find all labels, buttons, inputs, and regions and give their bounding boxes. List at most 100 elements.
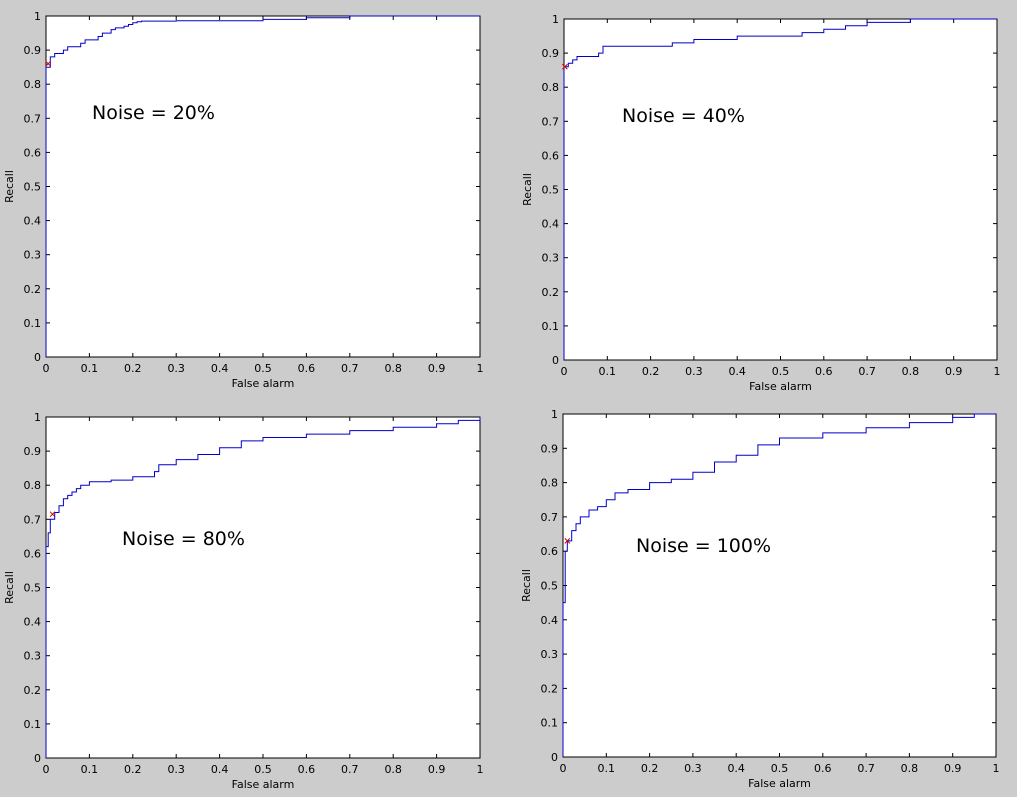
y-tick-label: 0.3 bbox=[541, 648, 559, 661]
x-tick-label: 0.7 bbox=[857, 762, 875, 775]
y-tick-label: 0.8 bbox=[24, 479, 42, 492]
y-tick-label: 0.1 bbox=[24, 718, 42, 731]
chart-panel-2: 0 0.1 0.2 0.3 0.4 0.5 0.6 0.7 0.8 0.9 1 0 0.1 0.2 0.3 0… bbox=[521, 13, 1001, 393]
x-tick-label: 0.2 bbox=[124, 763, 142, 776]
x-tick-label: 0.4 bbox=[728, 365, 746, 378]
y-tick-label: 0.8 bbox=[24, 78, 42, 91]
noise-annotation: Noise = 100% bbox=[636, 535, 771, 557]
x-tick-label: 0.5 bbox=[771, 762, 789, 775]
operating-point-marker bbox=[564, 538, 571, 544]
plot-area bbox=[562, 413, 997, 758]
y-tick-label: 0.9 bbox=[541, 442, 559, 455]
y-axis-label: Recall bbox=[3, 571, 16, 604]
series-line-1 bbox=[563, 18, 997, 360]
y-tick-label: 0.7 bbox=[24, 112, 42, 125]
y-tick-label: 1 bbox=[551, 408, 558, 421]
x-tick-label: 0.8 bbox=[384, 763, 402, 776]
x-tick-label: 0.9 bbox=[944, 762, 962, 775]
chart-panel-4: 0 0.1 0.2 0.3 0.4 0.5 0.6 0.7 0.8 0.9 1 0 0.1 0.2 0.3 0… bbox=[520, 408, 1000, 790]
x-tick-label: 0.7 bbox=[341, 763, 359, 776]
x-tick-label: 0.6 bbox=[298, 362, 316, 375]
x-tick-label: 0.2 bbox=[641, 762, 659, 775]
y-tick-label: 1 bbox=[34, 10, 41, 23]
x-tick-label: 0.2 bbox=[124, 362, 142, 375]
series-line-1 bbox=[45, 417, 481, 758]
y-tick-label: 0 bbox=[551, 751, 558, 764]
y-tick-label: 0.9 bbox=[542, 47, 560, 60]
x-tick-label: 0.6 bbox=[815, 365, 833, 378]
y-tick-label: 0.4 bbox=[542, 218, 560, 231]
y-tick-label: 0.6 bbox=[24, 547, 42, 560]
x-tick-label: 1 bbox=[993, 762, 1000, 775]
x-tick-label: 0.9 bbox=[428, 362, 446, 375]
y-tick-label: 0.2 bbox=[541, 682, 559, 695]
y-tick-label: 1 bbox=[552, 13, 559, 26]
operating-point-marker bbox=[49, 511, 56, 518]
y-tick-label: 0.2 bbox=[542, 286, 560, 299]
y-tick-label: 0.8 bbox=[542, 81, 560, 94]
y-tick-label: 0.9 bbox=[24, 44, 42, 57]
x-tick-label: 0 bbox=[561, 365, 568, 378]
plot-area bbox=[45, 416, 481, 759]
series-line-1 bbox=[45, 15, 480, 357]
y-tick-label: 0.7 bbox=[24, 513, 42, 526]
noise-annotation: Noise = 40% bbox=[622, 105, 745, 127]
y-tick-label: 0.7 bbox=[542, 115, 560, 128]
y-tick-label: 0.4 bbox=[24, 215, 42, 228]
y-axis-label: Recall bbox=[521, 173, 534, 206]
y-tick-label: 0 bbox=[552, 354, 559, 367]
x-tick-label: 0.1 bbox=[598, 762, 616, 775]
x-tick-label: 0.3 bbox=[167, 763, 185, 776]
y-tick-label: 0.3 bbox=[542, 252, 560, 265]
y-tick-label: 0 bbox=[34, 752, 41, 765]
x-tick-label: 0 bbox=[43, 362, 50, 375]
x-axis-label: False alarm bbox=[748, 777, 811, 790]
x-tick-label: 0.8 bbox=[902, 365, 920, 378]
x-tick-label: 0.9 bbox=[428, 763, 446, 776]
x-tick-label: 1 bbox=[477, 763, 484, 776]
chart-panel-3: 0 0.1 0.2 0.3 0.4 0.5 0.6 0.7 0.8 0.9 1 0 0.1 0.2 0.3 0… bbox=[3, 411, 484, 791]
x-tick-label: 0.3 bbox=[167, 362, 185, 375]
y-axis-label: Recall bbox=[3, 170, 16, 203]
x-tick-label: 0.3 bbox=[685, 365, 703, 378]
y-tick-label: 0.1 bbox=[24, 317, 42, 330]
x-tick-label: 0.5 bbox=[772, 365, 790, 378]
x-tick-label: 0.7 bbox=[341, 362, 359, 375]
y-tick-label: 0.6 bbox=[542, 149, 560, 162]
x-tick-label: 0 bbox=[43, 763, 50, 776]
x-tick-label: 0.1 bbox=[81, 763, 99, 776]
y-tick-label: 0.7 bbox=[541, 511, 559, 524]
y-tick-label: 1 bbox=[34, 411, 41, 424]
noise-annotation: Noise = 20% bbox=[92, 102, 215, 124]
y-tick-label: 0.2 bbox=[24, 684, 42, 697]
plot-area bbox=[45, 15, 481, 358]
y-tick-label: 0.5 bbox=[541, 580, 559, 593]
y-tick-label: 0.5 bbox=[24, 582, 42, 595]
x-tick-label: 1 bbox=[477, 362, 484, 375]
noise-annotation: Noise = 80% bbox=[122, 528, 245, 550]
x-tick-label: 0.9 bbox=[945, 365, 963, 378]
operating-point-marker bbox=[562, 63, 568, 70]
x-axis-label: False alarm bbox=[749, 380, 812, 393]
y-tick-label: 0.5 bbox=[542, 184, 560, 197]
operating-point-marker bbox=[45, 60, 52, 67]
x-tick-label: 0.2 bbox=[642, 365, 660, 378]
x-tick-label: 1 bbox=[994, 365, 1001, 378]
y-tick-label: 0.8 bbox=[541, 477, 559, 490]
y-tick-label: 0.3 bbox=[24, 650, 42, 663]
x-tick-label: 0.1 bbox=[599, 365, 617, 378]
y-tick-label: 0.4 bbox=[24, 616, 42, 629]
series-line-1 bbox=[562, 413, 996, 757]
x-axis-label: False alarm bbox=[232, 377, 295, 390]
y-axis-label: Recall bbox=[520, 569, 533, 602]
x-tick-label: 0.1 bbox=[81, 362, 99, 375]
x-tick-label: 0.5 bbox=[254, 362, 272, 375]
x-tick-label: 0 bbox=[560, 762, 567, 775]
y-tick-label: 0.1 bbox=[541, 717, 559, 730]
plot-area bbox=[563, 18, 998, 361]
y-tick-label: 0.3 bbox=[24, 249, 42, 262]
x-tick-label: 0.6 bbox=[814, 762, 832, 775]
y-tick-label: 0 bbox=[34, 351, 41, 364]
x-tick-label: 0.7 bbox=[858, 365, 876, 378]
